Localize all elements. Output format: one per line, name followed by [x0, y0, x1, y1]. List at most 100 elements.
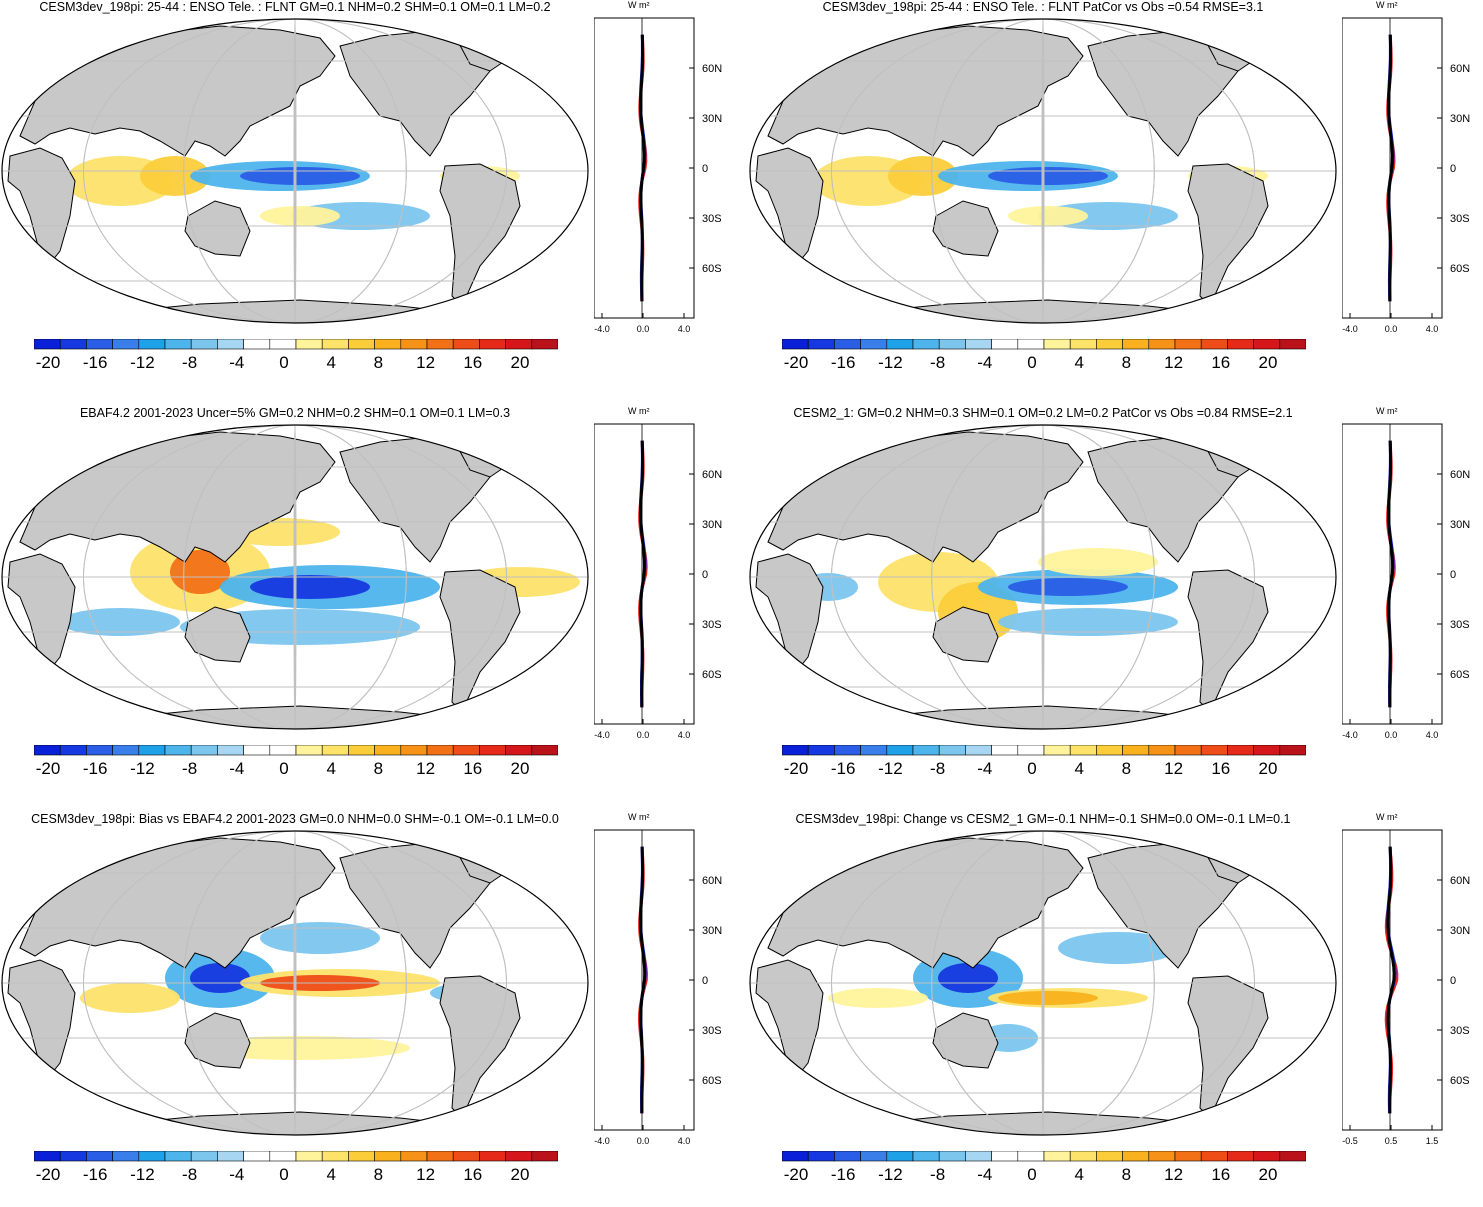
anomaly-contour [988, 167, 1108, 185]
map-border [749, 830, 1337, 1136]
x-tick-label: 0.0 [637, 730, 650, 740]
x-tick-label: 0.5 [1385, 1136, 1398, 1146]
lat-label: 30S [702, 1025, 722, 1037]
zonal-mean-line [1386, 846, 1396, 1114]
colorbar-tick-label: 12 [416, 1165, 436, 1184]
colorbar-swatch [34, 1151, 61, 1162]
colorbar-swatch [190, 1151, 218, 1162]
x-tick-label: 1.5 [1426, 1136, 1439, 1146]
land-mass [184, 200, 251, 257]
panel-title: CESM3dev_198pi: Change vs CESM2_1 GM=-0.… [795, 812, 1291, 826]
anomaly-contour [1058, 932, 1178, 964]
anomaly-contour [998, 991, 1098, 1005]
zonal-mean-plot: 60N 30N 0 30S 60S -4.0 0.0 4.0 [1342, 17, 1470, 334]
colorbar-tick-label: -16 [82, 759, 108, 778]
world-map [1, 18, 589, 324]
land-mass [932, 1012, 999, 1069]
x-tick-label: -4.0 [1342, 730, 1358, 740]
anomaly-contour [828, 988, 928, 1008]
colorbar-swatch [1200, 339, 1228, 350]
colorbar-tick-label: -16 [830, 759, 856, 778]
colorbar-swatch [965, 1151, 992, 1162]
lat-label: 30N [1450, 519, 1470, 531]
colorbar-swatch [1017, 1151, 1045, 1162]
colorbar-tick-label: 8 [373, 353, 384, 372]
map-content [750, 425, 1336, 729]
colorbar-tick-label: 0 [279, 353, 289, 372]
land-mass [932, 606, 999, 663]
lat-label: 60S [702, 1075, 722, 1087]
colorbar-swatch [426, 745, 454, 756]
colorbar-swatch [965, 745, 992, 756]
colorbar-swatch [505, 339, 533, 350]
colorbar-swatch [86, 745, 113, 756]
panel-6: CESM3dev_198pi: Change vs CESM2_1 GM=-0.… [748, 812, 1483, 1207]
colorbar-swatch [1279, 1151, 1306, 1162]
longitude-line [183, 425, 407, 729]
colorbar-tick-label: -20 [35, 353, 61, 372]
colorbar-swatch [59, 1151, 87, 1162]
colorbar-tick-label: 8 [373, 759, 384, 778]
colorbar-swatch [86, 339, 113, 350]
colorbar-swatch [1279, 339, 1306, 350]
colorbar-tick-label: 4 [1074, 353, 1084, 372]
colorbar-swatch [505, 745, 533, 756]
colorbar-swatch [321, 339, 349, 350]
colorbar-tick-label: 12 [416, 353, 436, 372]
colorbar-swatch [374, 339, 402, 350]
longitude-line [931, 831, 1155, 1135]
lat-label: 60N [702, 63, 722, 75]
colorbar-tick-label: -8 [182, 759, 198, 778]
colorbar-swatch [112, 745, 140, 756]
colorbar-tick-label: 16 [463, 353, 483, 372]
colorbar-swatch [1069, 339, 1097, 350]
panel-title: CESM3dev_198pi: Bias vs EBAF4.2 2001-202… [31, 812, 559, 826]
colorbar-swatch [243, 1151, 271, 1162]
colorbar-swatch [190, 339, 218, 350]
colorbar-tick-label: -4 [229, 759, 245, 778]
anomaly-contour [250, 575, 370, 599]
colorbar-tick-label: -16 [830, 1165, 856, 1184]
colorbar-swatch [269, 745, 297, 756]
colorbar-tick-label: 20 [510, 759, 530, 778]
colorbar-labels: -20 -16 -12 -8 -4 0 4 8 12 16 20 [782, 1165, 1306, 1189]
units-label: W m² [1376, 406, 1398, 416]
zonal-mean-plot: 60N 30N 0 30S 60S -4.0 0.0 4.0 [594, 829, 722, 1146]
colorbar-swatch [348, 1151, 375, 1162]
colorbar-swatch [1122, 339, 1150, 350]
colorbar-tick-label: 12 [416, 759, 436, 778]
x-tick-label: 4.0 [1426, 324, 1439, 334]
colorbar-swatch [782, 1151, 809, 1162]
anomaly-contour [938, 963, 998, 993]
x-tick-label: 0.0 [1385, 730, 1398, 740]
colorbar-tick-label: -12 [130, 353, 155, 372]
colorbar-swatch [807, 745, 835, 756]
zonal-mean-plot: 60N 30N 0 30S 60S -4.0 0.0 4.0 [594, 423, 722, 740]
zonal-mean-line [639, 846, 647, 1114]
longitude-line [82, 19, 508, 323]
colorbar-swatch [164, 1151, 192, 1162]
colorbar-swatch [426, 339, 454, 350]
colorbar-swatch [531, 339, 558, 350]
colorbar-tick-label: 0 [1027, 759, 1037, 778]
map-border [1, 424, 589, 730]
colorbar-swatch [1174, 745, 1202, 756]
colorbar-tick-label: 20 [1258, 1165, 1278, 1184]
colorbar-swatch [1253, 745, 1281, 756]
panel-title: CESM3dev_198pi: 25-44 : ENSO Tele. : FLN… [822, 0, 1264, 14]
colorbar-swatch [243, 745, 271, 756]
colorbar-tick-label: -8 [930, 353, 946, 372]
colorbar-tick-label: -16 [82, 1165, 108, 1184]
colorbar-swatch [991, 339, 1019, 350]
x-tick-label: 4.0 [678, 324, 691, 334]
longitude-line [293, 831, 297, 1135]
colorbar-swatch [1069, 1151, 1097, 1162]
colorbar-swatch [1253, 1151, 1281, 1162]
longitude-line [183, 19, 407, 323]
colorbar-swatch [348, 339, 375, 350]
colorbar-swatch [1253, 339, 1281, 350]
units-label: W m² [628, 812, 650, 822]
lat-label: 60S [1450, 1075, 1470, 1087]
longitude-line [830, 425, 1256, 729]
land-mass [184, 1012, 251, 1069]
